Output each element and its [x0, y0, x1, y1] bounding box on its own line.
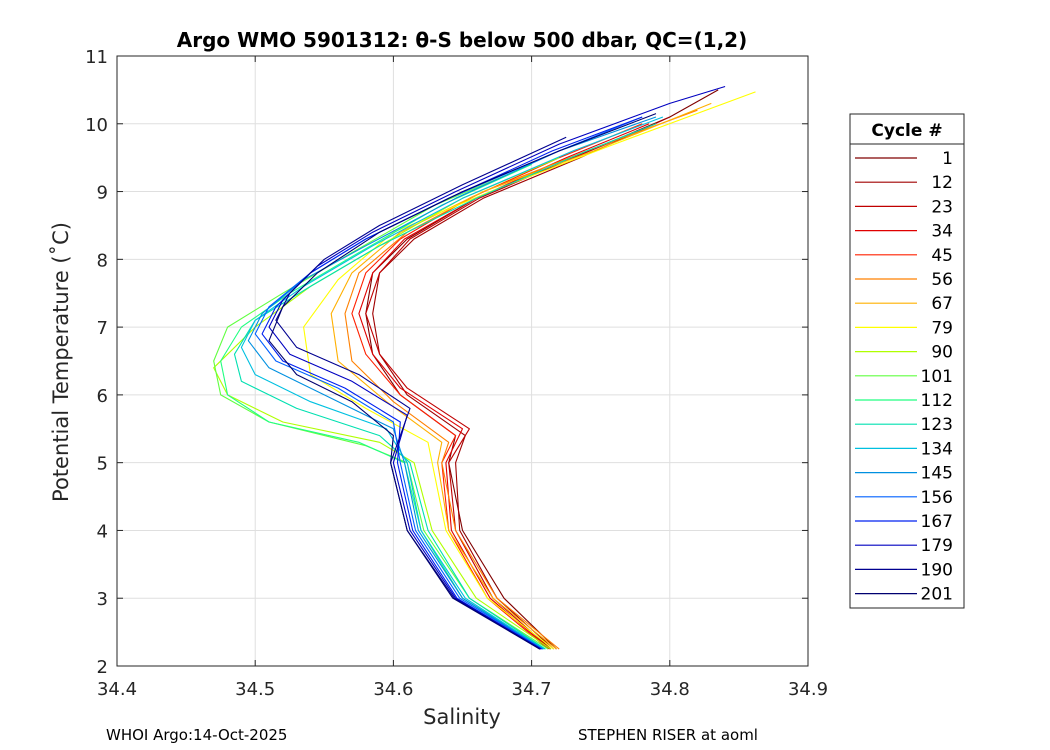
legend-label-cycle-45: 45 [931, 246, 953, 266]
legend-label-cycle-67: 67 [931, 294, 953, 314]
legend-label-cycle-134: 134 [921, 439, 953, 459]
legend-label-cycle-145: 145 [921, 464, 953, 484]
legend-label-cycle-56: 56 [931, 270, 953, 290]
legend-label-cycle-123: 123 [921, 415, 953, 435]
y-tick-label: 7 [97, 318, 108, 339]
legend-label-cycle-179: 179 [921, 536, 953, 556]
series-line-cycle-201 [268, 113, 657, 650]
plot-axes: 34.4 34.5 34.6 34.7 34.8 34.9 2 3 4 5 6 7 8 9 10 11 [85, 47, 828, 700]
x-axis-label: Salinity [423, 705, 501, 729]
series-line-cycle-145 [247, 116, 657, 650]
legend-label-cycle-12: 12 [931, 173, 953, 193]
y-tick-label: 9 [97, 183, 108, 204]
x-tick-label: 34.4 [97, 679, 137, 700]
footer-right-credit: STEPHEN RISER at aoml [578, 726, 758, 744]
y-axis-label: Potential Temperature (˚C) [49, 222, 73, 502]
series-line-cycle-123 [233, 123, 657, 650]
legend-label-cycle-34: 34 [931, 222, 953, 242]
y-tick-label: 2 [97, 657, 108, 678]
x-tick-label: 34.8 [650, 679, 690, 700]
legend-label-cycle-101: 101 [921, 367, 953, 387]
series-line-cycle-67 [330, 102, 712, 650]
legend-label-cycle-201: 201 [921, 585, 953, 605]
x-tick-label: 34.9 [788, 679, 828, 700]
legend-label-cycle-156: 156 [921, 488, 953, 508]
legend-items: 1122334455667799010111212313414515616717… [855, 149, 953, 605]
chart-title: Argo WMO 5901312: θ-S below 500 dbar, QC… [177, 28, 747, 52]
x-tick-label: 34.6 [373, 679, 413, 700]
x-tick-label: 34.5 [235, 679, 275, 700]
plot-frame [116, 55, 809, 667]
legend-label-cycle-1: 1 [942, 149, 953, 169]
legend-label-cycle-90: 90 [931, 343, 953, 363]
series-layer [213, 85, 756, 650]
y-tick-label: 5 [97, 454, 108, 475]
legend-label-cycle-79: 79 [931, 318, 953, 338]
legend-box [849, 113, 965, 609]
legend-title: Cycle # [871, 121, 942, 141]
series-line-cycle-134 [240, 116, 664, 650]
footer-left-credit: WHOI Argo:14-Oct-2025 [106, 726, 288, 744]
series-line-cycle-101 [213, 163, 549, 650]
y-tick-label: 6 [97, 386, 108, 407]
axis-ticks: 34.4 34.5 34.6 34.7 34.8 34.9 2 3 4 5 6 7 8 9 10 11 [85, 47, 828, 700]
legend: Cycle # 11223344556677990101112123134145… [849, 113, 965, 609]
y-tick-label: 4 [97, 521, 108, 542]
legend-label-cycle-167: 167 [921, 512, 953, 532]
y-tick-label: 8 [97, 250, 108, 271]
y-tick-label: 11 [85, 47, 108, 68]
plot-area [117, 56, 808, 666]
legend-label-cycle-23: 23 [931, 197, 953, 217]
x-tick-label: 34.7 [512, 679, 552, 700]
y-tick-label: 10 [85, 115, 108, 136]
legend-label-cycle-112: 112 [921, 391, 953, 411]
y-tick-label: 3 [97, 589, 108, 610]
legend-label-cycle-190: 190 [921, 560, 953, 580]
series-line-cycle-179 [268, 85, 726, 650]
series-line-cycle-79 [303, 91, 756, 650]
